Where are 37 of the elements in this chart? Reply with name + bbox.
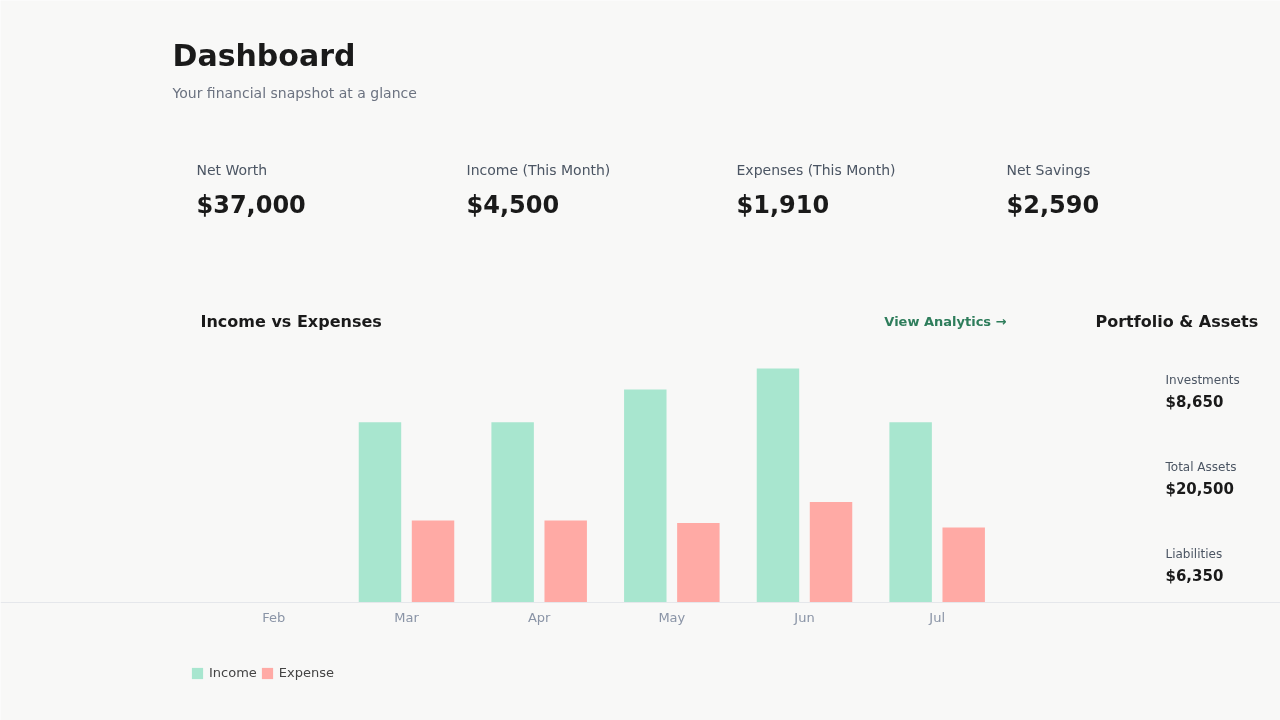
chart-title: Income vs Expenses (200, 312, 382, 331)
x-tick-label: Mar (394, 610, 420, 625)
text: Total Assets (1164, 459, 1237, 474)
text: $20,500 (1165, 479, 1234, 498)
text: $2,590 (1006, 190, 1100, 219)
text: $4,500 (466, 190, 560, 219)
bar (942, 527, 985, 603)
text: Liabilities (1165, 546, 1223, 561)
text: $8,650 (1165, 392, 1224, 411)
text: Expenses (This Month) (736, 161, 896, 178)
bar (491, 422, 534, 603)
text: Portfolio & Assets (1095, 312, 1259, 331)
bar (358, 422, 402, 603)
legend-label: Expense (278, 665, 335, 680)
text: $6,350 (1165, 566, 1224, 585)
x-tick-label: Apr (527, 610, 552, 625)
bar (756, 368, 800, 603)
text: Your financial snapshot at a glance (171, 84, 417, 101)
bar (889, 422, 932, 603)
text: View Analytics → (884, 314, 1007, 329)
bar (544, 520, 587, 603)
text: $1,910 (736, 190, 830, 219)
bar (677, 522, 720, 603)
text: Net Worth (196, 161, 268, 178)
text: $37,000 (196, 190, 306, 219)
x-tick-label: Feb (262, 610, 286, 625)
text: Dashboard (172, 38, 356, 73)
text: Net Savings (1006, 161, 1091, 178)
legend-label: Income (209, 665, 257, 680)
x-tick-label: Jul (928, 610, 946, 625)
text: Income (This Month) (466, 161, 611, 178)
bar (809, 501, 853, 603)
text: Investments (1165, 372, 1240, 387)
x-tick-label: May (658, 610, 686, 625)
bar (411, 520, 455, 603)
x-tick-label: Jun (793, 610, 815, 625)
bar (624, 389, 667, 603)
